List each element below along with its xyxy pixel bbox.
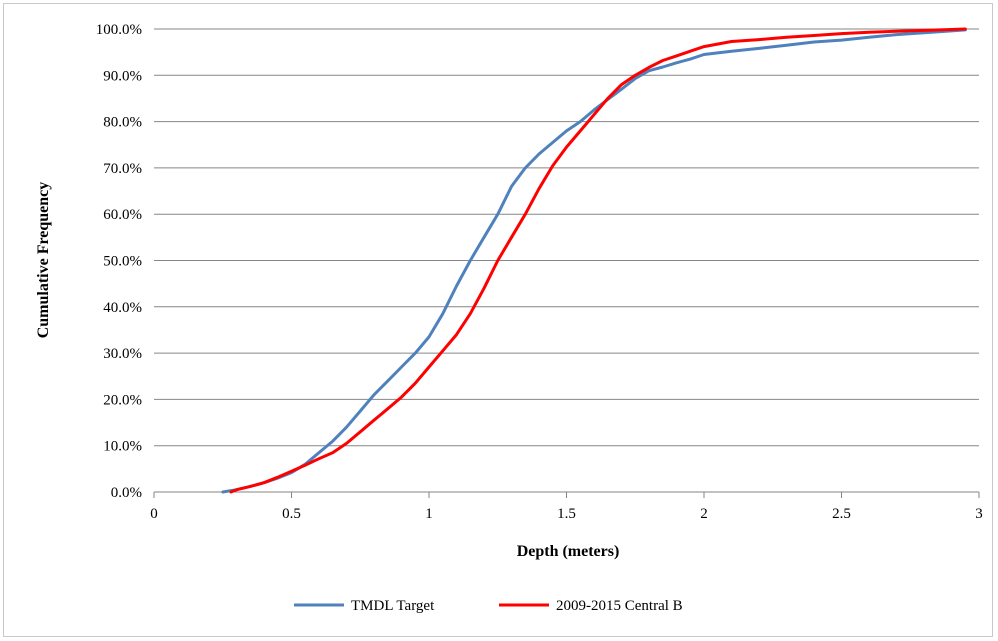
y-tick-label: 60.0% [103,207,142,223]
legend-label-tmdl-target: TMDL Target [351,598,435,614]
x-tick-label: 2 [700,506,708,522]
x-tick-label: 0.5 [282,506,301,522]
y-axis-title: Cumulative Frequency [35,182,52,339]
y-tick-label: 70.0% [103,161,142,177]
x-tick-label: 1 [425,506,433,522]
y-tick-label: 40.0% [103,300,142,316]
grid-layer [154,28,979,447]
chart-svg: 0.0% 10.0% 20.0% 30.0% 40.0% 50.0% 60.0% 70.0% 8… [35,22,983,614]
legend-label-central-b: 2009-2015 Central B [556,598,683,614]
axis-layer [153,491,980,498]
y-tick-label: 50.0% [103,254,142,270]
y-tick-label: 80.0% [103,115,142,131]
y-tick-label: 0.0% [111,485,142,501]
chart-frame: 0.0% 10.0% 20.0% 30.0% 40.0% 50.0% 60.0% 70.0% 8… [3,3,993,637]
x-tick-label: 0 [150,506,158,522]
series-line-central-b [229,27,967,494]
x-tick-label: 3 [975,506,983,522]
x-tick-label: 2.5 [832,506,851,522]
y-tick-label: 30.0% [103,346,142,362]
y-tick-label: 100.0% [96,22,142,38]
y-tick-label: 20.0% [103,392,142,408]
y-tick-label: 10.0% [103,439,142,455]
tick-label-layer: 0.0% 10.0% 20.0% 30.0% 40.0% 50.0% 60.0% 70.0% 8… [96,22,983,522]
series-layer [221,27,967,494]
x-tick-label: 1.5 [557,506,576,522]
y-tick-label: 90.0% [103,68,142,84]
series-line-tmdl-target [221,28,967,494]
x-axis-title: Depth (meters) [517,543,620,560]
legend: TMDL Target 2009-2015 Central B [294,598,683,614]
